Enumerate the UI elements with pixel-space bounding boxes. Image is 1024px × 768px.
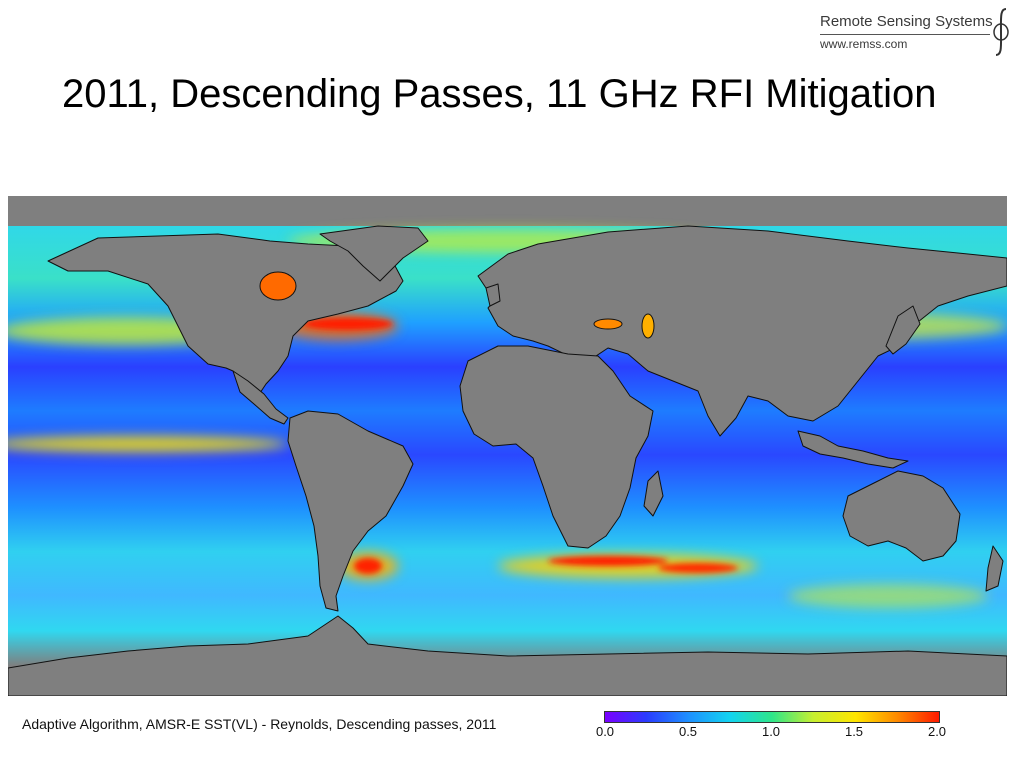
land-japan xyxy=(885,305,921,355)
land-eurasia xyxy=(477,225,1007,437)
land-southeast-asia-islands xyxy=(797,430,909,469)
land-antarctica xyxy=(8,615,1007,696)
logo-url: www.remss.com xyxy=(820,37,908,51)
sst-anomaly-map xyxy=(8,196,1007,696)
colorbar xyxy=(604,711,940,723)
land-uk xyxy=(485,283,501,307)
inland-features xyxy=(259,271,655,339)
logo-rule xyxy=(820,34,990,35)
colorbar-tick: 1.5 xyxy=(844,724,864,739)
continents xyxy=(8,225,1007,696)
land-new-zealand xyxy=(985,545,1004,592)
hudson-bay xyxy=(259,271,297,301)
colorbar-tick: 1.0 xyxy=(761,724,781,739)
land-north-america xyxy=(47,233,404,397)
remss-logo: Remote Sensing Systems www.remss.com xyxy=(816,6,1016,58)
land-central-america xyxy=(232,370,289,425)
logo-org-name: Remote Sensing Systems xyxy=(820,13,993,30)
colorbar-tick: 0.5 xyxy=(678,724,698,739)
integral-icon xyxy=(993,8,1009,56)
colorbar-tick: 2.0 xyxy=(927,724,947,739)
colorbar-tick: 0.0 xyxy=(595,724,615,739)
black-sea xyxy=(593,318,623,330)
land-greenland xyxy=(319,225,429,282)
caspian-sea xyxy=(641,313,655,339)
land-madagascar xyxy=(643,470,664,517)
slide-title: 2011, Descending Passes, 11 GHz RFI Miti… xyxy=(62,72,937,116)
land-south-america xyxy=(287,410,414,612)
land-africa xyxy=(459,345,654,549)
land-australia xyxy=(842,470,961,562)
map-caption: Adaptive Algorithm, AMSR-E SST(VL) - Rey… xyxy=(22,716,497,732)
